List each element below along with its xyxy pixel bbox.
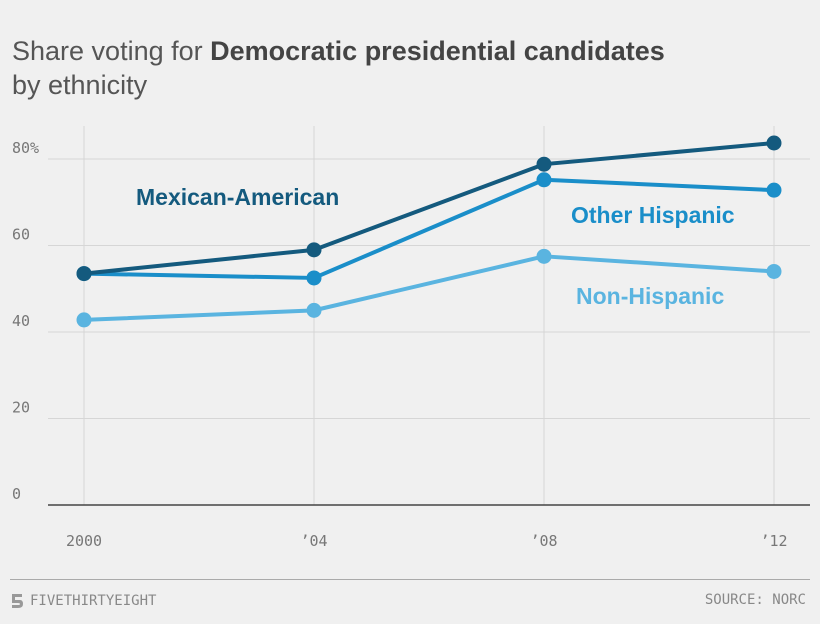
y-tick-label-20: 20 <box>12 399 30 417</box>
data-point-non-hispanic-2008 <box>536 248 552 264</box>
data-point-other-hispanic-2012 <box>766 182 782 198</box>
title-line2: by ethnicity <box>12 70 148 100</box>
data-point-mexican-american-2004 <box>306 242 322 258</box>
series-other-hispanic <box>76 172 782 286</box>
data-point-mexican-american-2012 <box>766 135 782 151</box>
series-non-hispanic <box>76 248 782 328</box>
fivethirtyeight-icon <box>12 594 23 608</box>
y-tick-label-40: 40 <box>12 312 30 330</box>
series-line-mexican-american <box>83 141 775 276</box>
grid-lines <box>48 126 810 506</box>
x-tick-label-12: ’12 <box>760 532 787 550</box>
data-point-non-hispanic-2000 <box>76 312 92 328</box>
data-point-other-hispanic-2008 <box>536 172 552 188</box>
y-tick-label-80: 80% <box>12 139 39 157</box>
x-tick-label-04: ’04 <box>300 532 327 550</box>
source-note: SOURCE: NORC <box>704 592 806 608</box>
chart-title: Share voting for Democratic presidential… <box>12 34 665 102</box>
series-label-non-hispanic: Non-Hispanic <box>576 283 724 309</box>
y-tick-label-60: 60 <box>12 226 30 244</box>
y-tick-label-0: 0 <box>12 485 21 503</box>
line-chart: 0 20 40 60 80% 2000 ’04 ’08 ’12 Mexican-America… <box>12 126 810 550</box>
data-point-mexican-american-2008 <box>536 156 552 172</box>
series-line-other-hispanic <box>83 177 775 280</box>
data-point-mexican-american-2000 <box>76 266 92 282</box>
brand-name: FIVETHIRTYEIGHT <box>30 593 157 609</box>
series-label-mexican-american: Mexican-American <box>136 184 339 210</box>
footer-divider <box>10 579 810 580</box>
series-labels: Mexican-American Other Hispanic Non-Hispan… <box>136 184 735 309</box>
series-line-non-hispanic <box>83 254 775 322</box>
brand-logo: FIVETHIRTYEIGHT <box>10 592 156 610</box>
x-axis-ticks: 2000 ’04 ’08 ’12 <box>66 532 788 550</box>
x-tick-label-08: ’08 <box>530 532 557 550</box>
data-point-other-hispanic-2004 <box>306 270 322 286</box>
x-tick-label-2000: 2000 <box>66 532 102 550</box>
series-label-other-hispanic: Other Hispanic <box>571 202 735 228</box>
y-axis-ticks: 0 20 40 60 80% <box>12 139 39 503</box>
title-prefix: Share voting for <box>12 36 211 66</box>
data-point-non-hispanic-2004 <box>306 302 322 318</box>
series-mexican-american <box>76 135 782 282</box>
data-point-non-hispanic-2012 <box>766 263 782 279</box>
title-bold: Democratic presidential candidates <box>210 36 665 66</box>
series-group <box>76 135 782 328</box>
